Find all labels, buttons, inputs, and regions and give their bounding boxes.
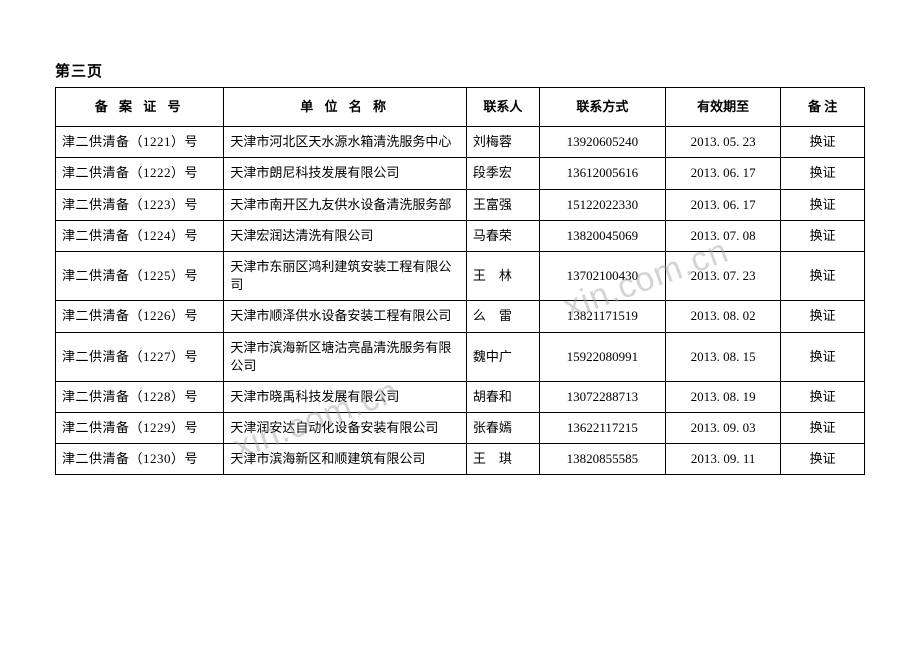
cell-contact: 么 雷 xyxy=(466,301,539,332)
cell-name: 天津市晓禹科技发展有限公司 xyxy=(224,381,466,412)
cell-phone: 13820855585 xyxy=(539,444,665,475)
cell-note: 换证 xyxy=(781,220,865,251)
column-header-name: 单 位 名 称 xyxy=(224,88,466,127)
column-header-contact: 联系人 xyxy=(466,88,539,127)
cell-name: 天津市南开区九友供水设备清洗服务部 xyxy=(224,189,466,220)
cell-cert: 津二供清备（1224）号 xyxy=(56,220,224,251)
table-row: 津二供清备（1228）号天津市晓禹科技发展有限公司胡春和130722887132… xyxy=(56,381,865,412)
cell-phone: 13702100430 xyxy=(539,251,665,300)
cell-note: 换证 xyxy=(781,127,865,158)
cell-date: 2013. 09. 11 xyxy=(665,444,780,475)
table-row: 津二供清备（1226）号天津市顺泽供水设备安装工程有限公司么 雷13821171… xyxy=(56,301,865,332)
table-row: 津二供清备（1225）号天津市东丽区鸿利建筑安装工程有限公司王 林1370210… xyxy=(56,251,865,300)
cell-date: 2013. 07. 23 xyxy=(665,251,780,300)
cell-name: 天津宏润达清洗有限公司 xyxy=(224,220,466,251)
cell-date: 2013. 08. 02 xyxy=(665,301,780,332)
cell-name: 天津市东丽区鸿利建筑安装工程有限公司 xyxy=(224,251,466,300)
table-row: 津二供清备（1229）号天津润安达自动化设备安装有限公司张春嫣136221172… xyxy=(56,413,865,444)
cell-phone: 13821171519 xyxy=(539,301,665,332)
table-header: 备 案 证 号单 位 名 称联系人联系方式有效期至备 注 xyxy=(56,88,865,127)
cell-name: 天津润安达自动化设备安装有限公司 xyxy=(224,413,466,444)
cell-date: 2013. 08. 19 xyxy=(665,381,780,412)
cell-note: 换证 xyxy=(781,444,865,475)
table-row: 津二供清备（1222）号天津市朗尼科技发展有限公司段季宏136120056162… xyxy=(56,158,865,189)
cell-phone: 13622117215 xyxy=(539,413,665,444)
cell-date: 2013. 05. 23 xyxy=(665,127,780,158)
cell-date: 2013. 07. 08 xyxy=(665,220,780,251)
cell-cert: 津二供清备（1221）号 xyxy=(56,127,224,158)
cell-contact: 王 琪 xyxy=(466,444,539,475)
cell-name: 天津市河北区天水源水箱清洗服务中心 xyxy=(224,127,466,158)
cell-date: 2013. 06. 17 xyxy=(665,189,780,220)
cell-contact: 王富强 xyxy=(466,189,539,220)
column-header-note: 备 注 xyxy=(781,88,865,127)
cell-date: 2013. 09. 03 xyxy=(665,413,780,444)
cell-date: 2013. 08. 15 xyxy=(665,332,780,381)
cell-note: 换证 xyxy=(781,381,865,412)
column-header-date: 有效期至 xyxy=(665,88,780,127)
cell-phone: 15922080991 xyxy=(539,332,665,381)
cell-contact: 胡春和 xyxy=(466,381,539,412)
records-table: 备 案 证 号单 位 名 称联系人联系方式有效期至备 注 津二供清备（1221）… xyxy=(55,87,865,475)
column-header-cert: 备 案 证 号 xyxy=(56,88,224,127)
cell-phone: 13072288713 xyxy=(539,381,665,412)
cell-date: 2013. 06. 17 xyxy=(665,158,780,189)
cell-name: 天津市顺泽供水设备安装工程有限公司 xyxy=(224,301,466,332)
cell-contact: 王 林 xyxy=(466,251,539,300)
cell-note: 换证 xyxy=(781,189,865,220)
cell-cert: 津二供清备（1223）号 xyxy=(56,189,224,220)
cell-note: 换证 xyxy=(781,301,865,332)
cell-contact: 张春嫣 xyxy=(466,413,539,444)
cell-cert: 津二供清备（1228）号 xyxy=(56,381,224,412)
cell-note: 换证 xyxy=(781,332,865,381)
cell-cert: 津二供清备（1226）号 xyxy=(56,301,224,332)
cell-note: 换证 xyxy=(781,251,865,300)
cell-name: 天津市滨海新区塘沽亮晶清洗服务有限公司 xyxy=(224,332,466,381)
cell-note: 换证 xyxy=(781,158,865,189)
cell-cert: 津二供清备（1225）号 xyxy=(56,251,224,300)
cell-phone: 13820045069 xyxy=(539,220,665,251)
cell-phone: 13612005616 xyxy=(539,158,665,189)
cell-contact: 魏中广 xyxy=(466,332,539,381)
table-row: 津二供清备（1230）号天津市滨海新区和顺建筑有限公司王 琪1382085558… xyxy=(56,444,865,475)
cell-name: 天津市朗尼科技发展有限公司 xyxy=(224,158,466,189)
cell-contact: 段季宏 xyxy=(466,158,539,189)
cell-contact: 马春荣 xyxy=(466,220,539,251)
table-row: 津二供清备（1224）号天津宏润达清洗有限公司马春荣13820045069201… xyxy=(56,220,865,251)
table-body: 津二供清备（1221）号天津市河北区天水源水箱清洗服务中心刘梅蓉13920605… xyxy=(56,127,865,475)
cell-note: 换证 xyxy=(781,413,865,444)
cell-cert: 津二供清备（1229）号 xyxy=(56,413,224,444)
cell-phone: 13920605240 xyxy=(539,127,665,158)
cell-phone: 15122022330 xyxy=(539,189,665,220)
column-header-phone: 联系方式 xyxy=(539,88,665,127)
page-number-label: 第三页 xyxy=(55,60,865,81)
cell-name: 天津市滨海新区和顺建筑有限公司 xyxy=(224,444,466,475)
cell-cert: 津二供清备（1227）号 xyxy=(56,332,224,381)
document-page: 第三页 备 案 证 号单 位 名 称联系人联系方式有效期至备 注 津二供清备（1… xyxy=(0,0,920,475)
cell-cert: 津二供清备（1230）号 xyxy=(56,444,224,475)
cell-contact: 刘梅蓉 xyxy=(466,127,539,158)
table-row: 津二供清备（1223）号天津市南开区九友供水设备清洗服务部王富强15122022… xyxy=(56,189,865,220)
table-row: 津二供清备（1227）号天津市滨海新区塘沽亮晶清洗服务有限公司魏中广159220… xyxy=(56,332,865,381)
cell-cert: 津二供清备（1222）号 xyxy=(56,158,224,189)
table-row: 津二供清备（1221）号天津市河北区天水源水箱清洗服务中心刘梅蓉13920605… xyxy=(56,127,865,158)
